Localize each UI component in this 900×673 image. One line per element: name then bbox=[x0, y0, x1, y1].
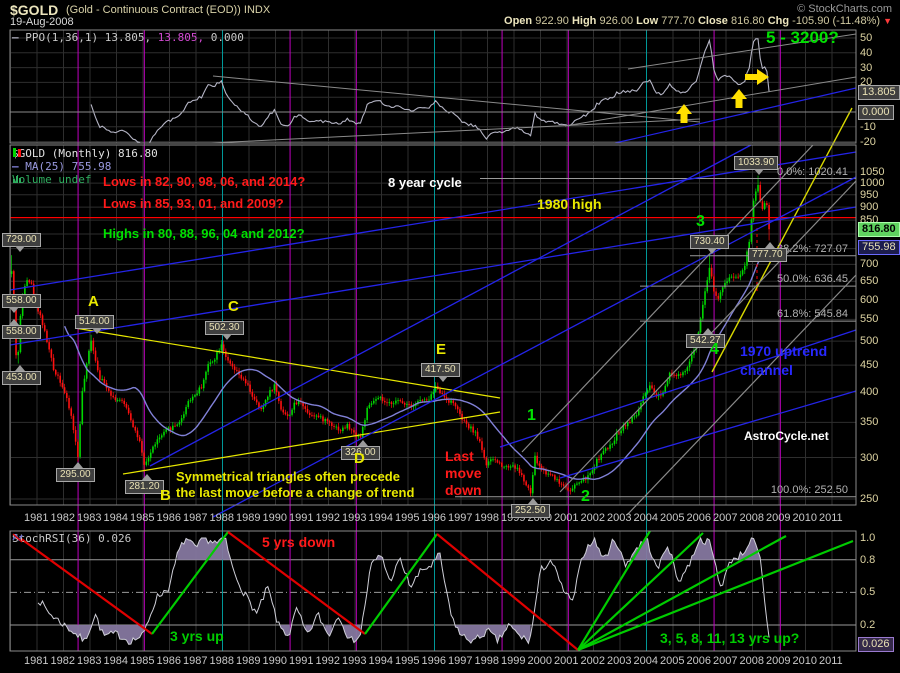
main-legend-ma: MA(25) 755.98 bbox=[25, 160, 112, 173]
yellow-up-arrow-icon-1 bbox=[731, 89, 747, 108]
symbol: $GOLD bbox=[10, 2, 59, 18]
low-label: Low bbox=[636, 15, 659, 27]
main-legend-volume-row: Volume undef bbox=[12, 173, 91, 186]
main-legend-volume: Volume undef bbox=[12, 173, 92, 186]
high-value: 926.00 bbox=[599, 15, 634, 27]
ppo-value-2: 13.805, bbox=[157, 31, 205, 44]
chg-value: -105.90 (-11.48%) bbox=[792, 15, 881, 27]
quote-strip: Open 922.90 High 926.00 Low 777.70 Close… bbox=[504, 15, 892, 27]
ppo-value-1: 13.805, bbox=[104, 31, 152, 44]
symbol-description: (Gold - Continuous Contract (EOD)) INDX bbox=[66, 4, 271, 16]
ppo-legend: — PPO(1,36,1) 13.805, 13.805, 0.000 bbox=[12, 31, 244, 44]
chart-header: $GOLD (Gold - Continuous Contract (EOD))… bbox=[0, 0, 900, 29]
stoch-legend-label: StochRSI(36) 0.026 bbox=[12, 532, 132, 545]
chg-label: Chg bbox=[767, 15, 790, 27]
volume-bars-icon bbox=[13, 176, 21, 183]
ma-line-swatch-icon: — bbox=[12, 160, 19, 173]
yellow-right-arrow-icon-2 bbox=[745, 69, 769, 85]
chart-date: 19-Aug-2008 bbox=[10, 16, 74, 28]
close-value: 816.80 bbox=[730, 15, 765, 27]
change-down-arrow-icon: ▼ bbox=[883, 16, 892, 26]
stoch-legend: StochRSI(36) 0.026 bbox=[12, 532, 131, 545]
close-label: Close bbox=[697, 15, 728, 27]
main-legend-ma-row: — MA(25) 755.98 bbox=[12, 160, 111, 173]
stockcharts-credit: © StockCharts.com bbox=[797, 3, 892, 15]
candlestick-icon bbox=[13, 148, 21, 157]
yellow-up-arrow-icon-0 bbox=[676, 104, 692, 123]
stochrsi-icon bbox=[12, 533, 23, 543]
ppo-line-swatch-icon: — bbox=[12, 31, 19, 44]
main-legend-symbol-row: $GOLD (Monthly) 816.80 bbox=[12, 147, 158, 160]
open-label: Open bbox=[504, 15, 533, 27]
ppo-legend-label: PPO(1,36,1) bbox=[25, 31, 99, 44]
main-legend-symbol: $GOLD (Monthly) 816.80 bbox=[12, 147, 158, 160]
ppo-value-3: 0.000 bbox=[210, 31, 244, 44]
high-label: High bbox=[571, 15, 597, 27]
open-value: 922.90 bbox=[535, 15, 569, 27]
low-value: 777.70 bbox=[661, 15, 695, 27]
